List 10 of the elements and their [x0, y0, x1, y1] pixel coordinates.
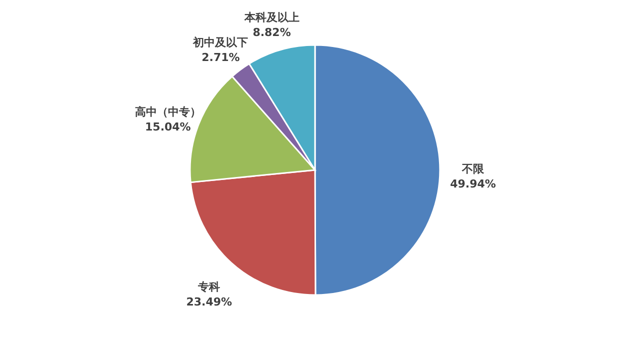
slice-label: 专科 — [197, 280, 220, 294]
slice-label: 不限 — [461, 162, 485, 176]
slice-label: 高中（中专） — [134, 105, 201, 118]
data-label: 49.94% — [450, 178, 496, 191]
slice-label: 初中及以下 — [192, 36, 248, 50]
data-label: 15.04% — [145, 120, 191, 134]
data-label: 8.82% — [252, 26, 291, 40]
data-label: 2.71% — [202, 51, 240, 64]
slice-label: 本科及以上 — [243, 11, 300, 24]
data-label: 23.49% — [186, 295, 232, 308]
